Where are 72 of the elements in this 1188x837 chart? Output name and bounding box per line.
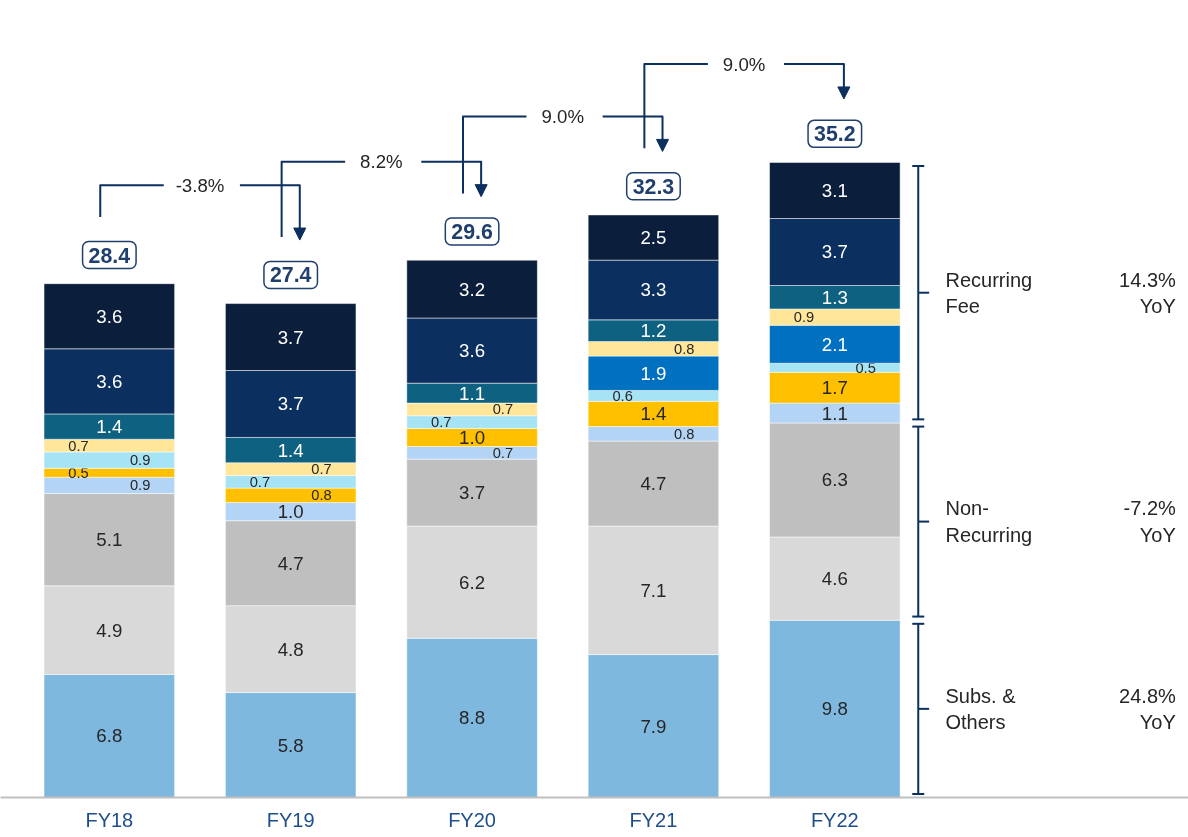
data-label: 0.9 (793, 309, 815, 326)
data-label: 0.8 (674, 425, 695, 442)
data-label: 1.1 (459, 382, 486, 404)
data-label: 9.8 (821, 698, 848, 720)
total-label: 28.4 (88, 243, 131, 268)
data-label: 0.7 (492, 401, 514, 418)
data-label: 0.6 (612, 387, 633, 404)
data-label: 0.5 (68, 464, 89, 481)
data-label: 1.9 (640, 362, 667, 384)
data-label: 1.1 (821, 402, 848, 424)
total-label: 27.4 (269, 263, 312, 288)
data-label: 4.7 (277, 552, 304, 574)
data-label: 6.2 (459, 571, 486, 593)
data-label: 0.9 (129, 477, 151, 494)
annotation: 8.2% (360, 151, 403, 173)
data-label: 7.1 (640, 579, 667, 601)
x-tick-label: FY22 (810, 808, 859, 831)
data-label: 7.9 (640, 715, 667, 737)
data-label: 3.6 (96, 370, 123, 392)
data-label: 0.5 (855, 359, 876, 376)
data-label: 1.4 (96, 416, 123, 438)
data-label: 0.7 (431, 414, 452, 431)
data-label: 0.7 (311, 461, 332, 478)
data-label: 3.2 (459, 278, 486, 300)
data-label: 3.7 (277, 326, 304, 348)
data-label: 0.9 (129, 452, 151, 469)
text: Subs. & Others (945, 684, 1017, 734)
annotation: -3.8% (175, 174, 225, 196)
text: 9.0% (541, 105, 585, 127)
data-label: 3.7 (821, 241, 848, 263)
data-label: 1.3 (821, 286, 848, 308)
data-label: 3.6 (459, 340, 486, 362)
data-label: 3.1 (821, 179, 848, 201)
data-label: 4.6 (821, 568, 848, 590)
data-label: 1.2 (640, 320, 667, 342)
text: Non- Recurring (945, 497, 1033, 546)
data-label: 3.7 (277, 393, 304, 415)
data-label: 4.7 (640, 473, 667, 495)
data-label: 1.4 (277, 439, 304, 461)
data-label: 8.8 (459, 707, 486, 729)
data-label: 3.3 (640, 279, 667, 301)
data-label: 2.1 (821, 333, 848, 355)
x-tick-label: FY20 (448, 808, 496, 831)
text: 24.8% YoY (1119, 684, 1177, 734)
data-label: 1.0 (277, 501, 304, 523)
data-label: 1.7 (821, 377, 848, 399)
data-label: 0.7 (68, 437, 89, 454)
total-label: 29.6 (451, 220, 493, 245)
x-tick-label: FY19 (266, 808, 315, 831)
data-label: 1.0 (459, 426, 486, 448)
data-label: 0.7 (249, 473, 271, 490)
data-label: 5.1 (96, 529, 123, 551)
data-label: 6.8 (96, 725, 123, 747)
text: -7.2% YoY (1123, 497, 1177, 546)
data-label: 2.5 (640, 227, 667, 249)
text: 9.0% (722, 53, 766, 75)
data-label: 3.7 (459, 482, 486, 504)
x-tick-label: FY18 (85, 808, 134, 831)
data-label: 4.9 (96, 619, 123, 641)
total-label: 35.2 (814, 122, 856, 147)
x-tick-label: FY21 (629, 808, 678, 831)
data-label: 1.4 (640, 403, 667, 425)
total-label: 32.3 (632, 174, 675, 199)
text: 14.3% YoY (1119, 268, 1177, 317)
data-label: 0.7 (492, 444, 514, 461)
data-label: 6.3 (821, 469, 848, 491)
data-label: 0.8 (674, 340, 695, 357)
text: Recurring Fee (945, 268, 1033, 317)
data-label: 3.6 (96, 305, 123, 327)
data-label: 0.8 (311, 487, 332, 504)
data-label: 5.8 (277, 734, 304, 756)
data-label: 4.8 (277, 638, 304, 660)
